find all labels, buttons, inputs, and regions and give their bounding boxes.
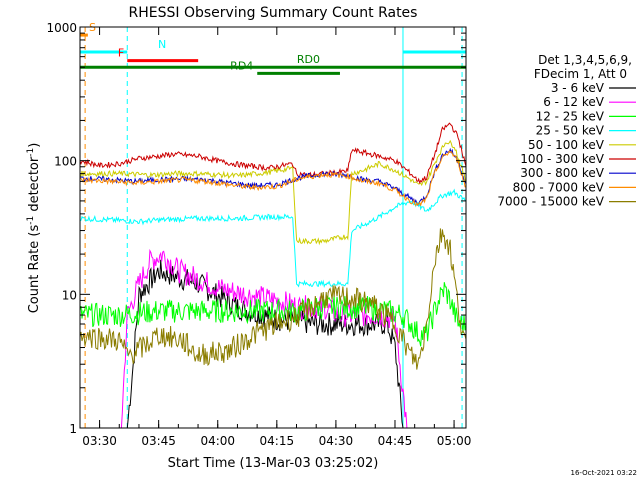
legend-label-4: 50 - 100 keV — [528, 138, 605, 152]
plot-frame — [80, 27, 466, 428]
x-tick-label-6: 05:00 — [437, 434, 472, 448]
x-tick-label-5: 04:45 — [378, 434, 413, 448]
series-line-3 — [80, 190, 466, 286]
legend-label-0: 3 - 6 keV — [551, 81, 605, 95]
x-tick-label-2: 04:00 — [200, 434, 235, 448]
y-axis-label-main: Count Rate (s — [27, 225, 42, 314]
segment-bars: S N F RD0 RD4 — [80, 21, 466, 73]
legend-label-8: 7000 - 15000 keV — [497, 195, 604, 209]
legend-header-decim: FDecim 1, Att 0 — [534, 67, 627, 81]
series-line-5 — [80, 123, 466, 183]
x-tick-label-3: 04:15 — [260, 434, 295, 448]
x-tick-label-1: 03:45 — [141, 434, 176, 448]
x-tick-label-4: 04:30 — [319, 434, 354, 448]
series-layer — [80, 123, 466, 428]
legend-label-3: 25 - 50 keV — [536, 124, 605, 138]
legend-label-1: 6 - 12 keV — [543, 95, 605, 109]
series-line-1 — [80, 251, 466, 428]
series-line-8 — [80, 228, 466, 369]
series-line-4 — [80, 141, 466, 244]
x-tick-label-0: 03:30 — [82, 434, 117, 448]
chart-title: RHESSI Observing Summary Count Rates — [129, 5, 418, 21]
y-tick-label-2: 100 — [54, 155, 77, 169]
y-axis-label-end: ) — [27, 143, 42, 148]
segment-label-0: S — [89, 21, 96, 34]
y-axis-label-sup: -1 — [26, 216, 36, 225]
segment-label-5: RD4 — [230, 59, 253, 72]
segment-label-1: N — [158, 38, 166, 51]
y-tick-label-3: 1000 — [46, 21, 77, 35]
legend: Det 1,3,4,5,6,9, FDecim 1, Att 0 3 - 6 k… — [497, 53, 636, 209]
legend-label-6: 300 - 800 keV — [520, 166, 604, 180]
y-tick-label-0: 1 — [69, 422, 77, 436]
x-axis-ticks: 03:30 03:45 04:00 04:15 04:30 04:45 05:00 — [82, 27, 471, 448]
segment-label-4: RD0 — [297, 53, 320, 66]
y-axis-label-sup2: -1 — [26, 148, 36, 157]
y-axis-label: Count Rate (s-1 detector-1) — [26, 143, 42, 314]
legend-label-7: 800 - 7000 keV — [513, 180, 605, 194]
vertical-markers — [80, 27, 462, 428]
legend-label-5: 100 - 300 keV — [520, 152, 604, 166]
y-axis-label-mid: detector — [27, 156, 42, 216]
x-axis-label: Start Time (13-Mar-03 03:25:02) — [168, 456, 379, 471]
footer-date: 16-Oct-2021 03:22 — [571, 469, 637, 477]
y-tick-label-1: 10 — [62, 288, 77, 302]
segment-label-3: F — [118, 47, 124, 60]
legend-header-detectors: Det 1,3,4,5,6,9, — [538, 53, 632, 67]
legend-label-2: 12 - 25 keV — [536, 109, 605, 123]
